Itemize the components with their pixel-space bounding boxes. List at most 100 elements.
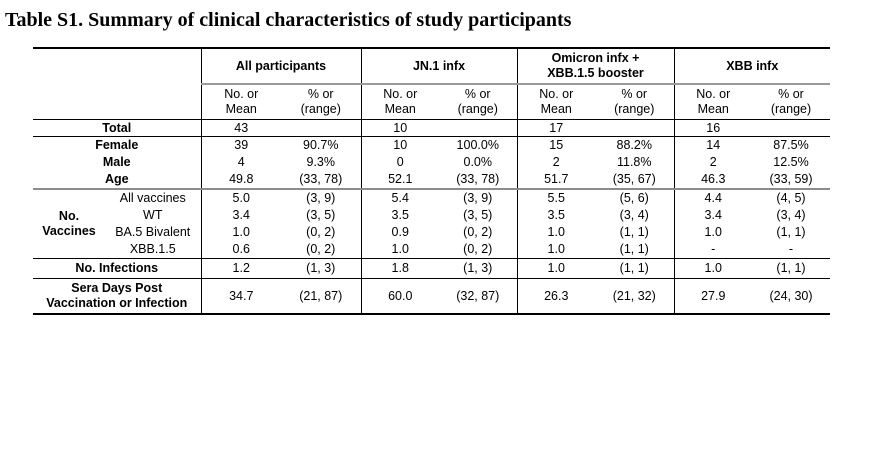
cell-range: 88.2% [616,138,652,152]
cell-range: (3, 5) [306,208,336,222]
cell-mean: 60.0 [360,278,439,314]
cell-mean: 1.0 [516,224,595,241]
cell-range: (3, 4) [776,208,806,222]
cell-mean: 16 [673,119,752,137]
cell-mean: 4.4 [673,189,752,207]
cell-range: 9.3% [306,155,336,169]
cell-mean: - [673,241,752,259]
table-row: Male 4 9.3% 0 0.0% 2 11.8% 2 12.5% [33,154,830,171]
subheader-mean: No. or Mean [673,84,752,120]
cell-mean: 10 [360,119,439,137]
cell-range: (3, 5) [463,208,493,222]
cell-range: (3, 9) [306,191,336,205]
subheader-mean: No. or Mean [200,84,281,120]
table-row: No. Infections 1.2 (1, 3) 1.8 (1, 3) 1.0 (1, 1… [33,258,830,279]
cell-range [281,119,361,137]
table-title: Table S1. Summary of clinical characteri… [5,9,572,31]
table-row: No. Vaccines All vaccines 5.0 (3, 9) 5.4 (3, … [33,189,830,259]
cell-range: (33, 78) [281,171,361,190]
cell-mean: 1.0 [516,241,595,259]
cell-mean: 3.4 [200,207,281,224]
cell-range: (33, 78) [439,171,517,190]
cell-range: (1, 3) [439,258,517,279]
cell-range: (0, 2) [306,225,336,239]
cell-range: (1, 1) [595,258,674,279]
cell-mean: 2 [516,154,595,171]
subheader-mean: No. or Mean [360,84,439,120]
cell-range: (3, 9) [463,191,493,205]
cell-mean: 3.5 [516,207,595,224]
cell-mean: 27.9 [673,278,752,314]
cell-mean: 5.0 [200,189,281,207]
group-header-jn1-infx: JN.1 infx [360,48,517,85]
cell-mean: 14 [673,136,752,154]
row-label: Female [95,138,139,152]
cell-range: (1, 1) [752,258,830,279]
cell-range: (0, 2) [439,241,517,259]
cell-mean: 34.7 [200,278,281,314]
row-sublabel: All vaccines [119,191,186,205]
cell-mean: 1.8 [360,258,439,279]
table-row: XBB.1.5 0.6 (0, 2) 1.0 (0, 2) 1.0 (1, 1) - - [33,241,830,259]
cell-mean: 1.0 [673,224,752,241]
cell-range: (21, 87) [299,288,343,303]
cell-mean: 1.2 [200,258,281,279]
cell-mean: 17 [516,119,595,137]
cell-range [595,119,674,137]
cell-mean: 43 [200,119,281,137]
clinical-characteristics-table: All participants JN.1 infx Omicron infx … [33,47,830,315]
cell-range: (33, 59) [752,171,830,190]
cell-mean: 52.1 [360,171,439,190]
cell-mean: 5.5 [516,189,595,207]
cell-mean: 51.7 [516,171,595,190]
cell-mean: 1.0 [360,241,439,259]
cell-range: (1, 1) [595,241,674,259]
cell-range: (3, 4) [619,208,649,222]
row-label: No. Infections [33,258,201,279]
row-sublabel: WT [143,208,163,222]
cell-range: 12.5% [773,155,809,169]
table-row: Age 49.8 (33, 78) 52.1 (33, 78) 51.7 (35, 67) 4… [33,171,830,190]
cell-mean: 3.4 [673,207,752,224]
cell-range: 11.8% [616,155,652,169]
subheader-mean: No. or Mean [516,84,595,120]
cell-range: (1, 3) [281,258,361,279]
cell-range: 0.0% [463,155,493,169]
corner-cell [33,48,201,120]
cell-mean: 1.0 [516,258,595,279]
cell-range: (24, 30) [769,288,813,303]
row-label: Male [102,155,131,169]
cell-range: (1, 1) [776,225,806,239]
table-row: Female 39 90.7% 10 100.0% 15 88.2% 14 87.5% [33,136,830,154]
cell-mean: 4 [200,154,281,171]
group-header-all-participants: All participants [200,48,361,85]
cell-mean: 2 [673,154,752,171]
cell-range: (32, 87) [456,288,500,303]
cell-mean: 26.3 [516,278,595,314]
cell-range: (4, 5) [776,191,806,205]
cell-mean: 15 [516,136,595,154]
cell-range: (0, 2) [463,225,493,239]
row-label: Total [33,119,201,137]
subheader-range: % or (range) [439,84,517,120]
row-sublabel: BA.5 Bivalent [115,225,191,239]
row-sublabel: XBB.1.5 [105,241,201,259]
vaccines-group-label: No. Vaccines [33,189,105,259]
cell-range: (1, 1) [619,225,649,239]
cell-range: (0, 2) [281,241,361,259]
cell-range [752,119,830,137]
cell-range: 90.7% [303,138,339,152]
group-header-xbb-infx: XBB infx [673,48,830,85]
cell-range [439,119,517,137]
cell-range: (5, 6) [619,191,649,205]
row-label: Age [33,171,201,190]
cell-mean: 49.8 [200,171,281,190]
cell-mean: 10 [360,136,439,154]
cell-mean: 5.4 [360,189,439,207]
cell-mean: 39 [200,136,281,154]
cell-range: 87.5% [773,138,809,152]
table-row: Total 43 10 17 16 [33,119,830,137]
cell-mean: 1.0 [200,224,281,241]
header-row-groups: All participants JN.1 infx Omicron infx … [33,48,830,120]
table-row: WT 3.4 (3, 5) 3.5 (3, 5) 3.5 (3, 4) 3.4 (3, 4) [33,207,830,224]
